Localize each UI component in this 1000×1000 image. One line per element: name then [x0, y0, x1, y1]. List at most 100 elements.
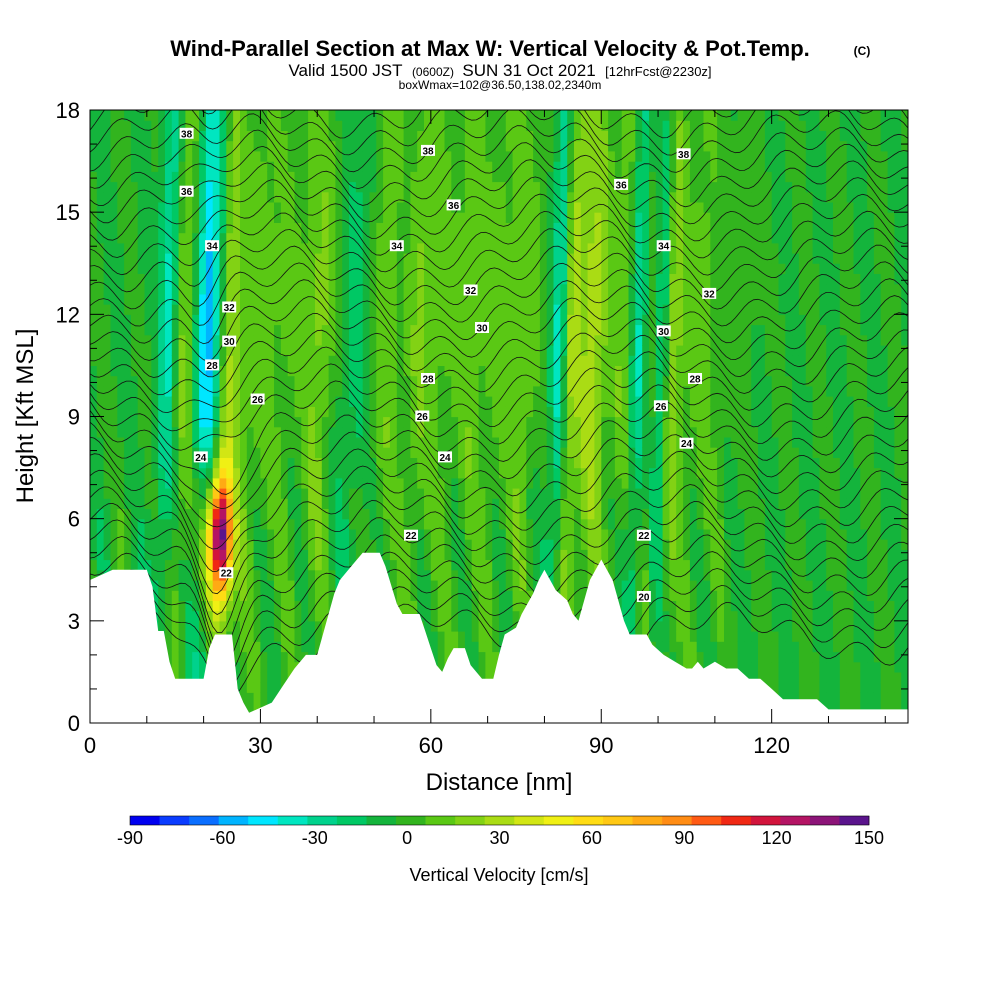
velocity-cell: [546, 171, 555, 183]
velocity-cell: [205, 610, 214, 622]
velocity-cell: [315, 569, 323, 581]
velocity-cell: [533, 293, 541, 305]
velocity-cell: [594, 273, 602, 285]
velocity-cell: [335, 130, 343, 142]
velocity-cell: [478, 620, 486, 632]
velocity-cell: [96, 569, 105, 581]
velocity-cell: [212, 549, 221, 561]
velocity-cell: [546, 140, 555, 152]
velocity-cell: [103, 406, 111, 418]
velocity-cell: [376, 334, 384, 346]
velocity-cell: [124, 488, 132, 499]
velocity-cell: [117, 518, 125, 530]
velocity-cell: [192, 242, 200, 254]
velocity-cell: [199, 631, 207, 642]
velocity-cell: [403, 416, 411, 428]
velocity-cell: [315, 498, 323, 509]
velocity-cell: [519, 447, 527, 458]
velocity-cell: [315, 201, 323, 213]
velocity-cell: [396, 232, 405, 244]
velocity-cell: [355, 528, 364, 540]
velocity-cell: [151, 518, 159, 530]
velocity-cell: [355, 345, 364, 356]
velocity-cell: [628, 283, 636, 295]
velocity-cell: [212, 283, 221, 295]
velocity-cell: [308, 590, 316, 601]
velocity-cell: [403, 355, 411, 366]
velocity-cell: [192, 120, 200, 131]
velocity-cell: [226, 457, 234, 469]
velocity-cell: [103, 436, 111, 448]
velocity-cell: [485, 110, 493, 121]
velocity-cell: [287, 600, 296, 612]
velocity-cell: [567, 436, 575, 448]
velocity-cell: [410, 355, 418, 366]
velocity-cell: [437, 212, 446, 223]
velocity-cell: [130, 498, 139, 509]
velocity-cell: [90, 518, 98, 530]
velocity-cell: [471, 569, 480, 581]
velocity-cell: [267, 304, 275, 315]
velocity-cell: [539, 150, 548, 162]
velocity-cell: [301, 396, 309, 407]
velocity-cell: [621, 345, 630, 356]
velocity-cell: [90, 436, 98, 448]
velocity-cell: [410, 467, 418, 479]
velocity-cell: [505, 283, 514, 295]
velocity-cell: [505, 488, 514, 499]
velocity-cell: [171, 222, 180, 234]
velocity-cell: [499, 508, 507, 520]
velocity-cell: [403, 385, 411, 397]
velocity-cell: [178, 651, 186, 663]
velocity-cell: [587, 345, 595, 356]
velocity-cell: [574, 324, 582, 336]
velocity-cell: [512, 457, 520, 469]
velocity-cell: [499, 467, 507, 479]
velocity-cell: [594, 191, 602, 203]
velocity-cell: [546, 201, 555, 213]
velocity-cell: [260, 641, 268, 653]
velocity-cell: [567, 488, 575, 499]
velocity-cell: [246, 130, 255, 142]
velocity-cell: [655, 641, 664, 653]
velocity-cell: [240, 365, 248, 377]
velocity-cell: [649, 610, 657, 622]
velocity-cell: [185, 232, 193, 244]
velocity-cell: [649, 140, 657, 152]
velocity-cell: [478, 283, 486, 295]
velocity-cell: [580, 539, 589, 550]
velocity-cell: [458, 416, 466, 428]
velocity-cell: [246, 436, 255, 448]
velocity-cell: [212, 416, 221, 428]
velocity-cell: [594, 110, 602, 121]
velocity-cell: [499, 222, 507, 234]
velocity-cell: [253, 232, 261, 244]
velocity-cell: [219, 324, 227, 336]
velocity-cell: [512, 569, 520, 581]
velocity-cell: [403, 334, 411, 346]
velocity-cell: [649, 161, 657, 172]
velocity-cell: [294, 651, 302, 663]
velocity-cell: [287, 661, 296, 673]
velocity-cell: [233, 375, 241, 387]
velocity-cell: [621, 171, 630, 183]
velocity-cell: [601, 365, 609, 377]
velocity-cell: [274, 161, 282, 172]
velocity-cell: [110, 498, 118, 509]
velocity-cell: [240, 334, 248, 346]
velocity-cell: [287, 498, 296, 509]
velocity-cell: [458, 508, 466, 520]
velocity-cell: [274, 610, 282, 622]
velocity-cell: [315, 426, 323, 438]
velocity-cell: [396, 406, 405, 418]
velocity-cell: [178, 345, 186, 356]
velocity-cell: [389, 263, 398, 274]
velocity-cell: [389, 334, 398, 346]
velocity-cell: [274, 181, 282, 193]
velocity-cell: [124, 120, 132, 131]
velocity-cell: [178, 447, 186, 458]
velocity-cell: [130, 120, 139, 131]
velocity-cell: [499, 457, 507, 469]
velocity-cell: [355, 150, 364, 162]
velocity-cell: [301, 345, 309, 356]
